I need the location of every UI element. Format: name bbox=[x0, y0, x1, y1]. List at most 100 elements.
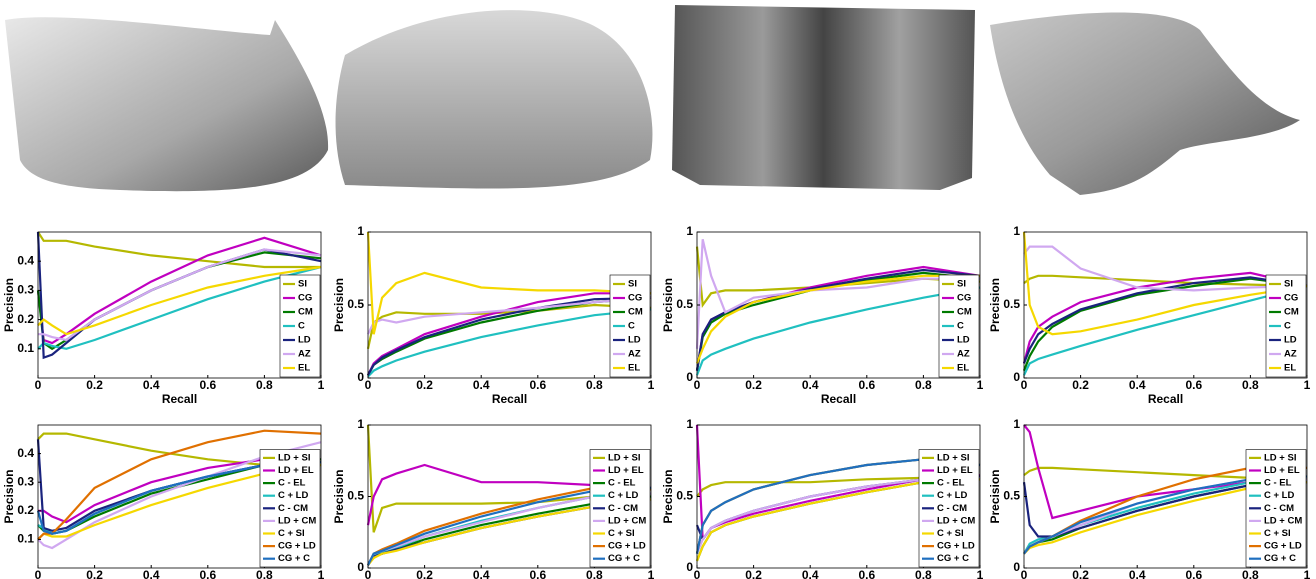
y-tick-label: 0.3 bbox=[17, 283, 34, 297]
x-tick-label: 0.2 bbox=[745, 568, 762, 579]
x-tick-label: 0.4 bbox=[802, 568, 819, 579]
x-tick-label: 1 bbox=[318, 378, 325, 392]
x-tick-label: 0.2 bbox=[416, 378, 433, 392]
y-axis-label: Precision bbox=[661, 469, 675, 523]
y-tick-label: 0.2 bbox=[17, 312, 34, 326]
legend-label: C + LD bbox=[608, 490, 638, 501]
x-tick-label: 1 bbox=[318, 568, 325, 579]
legend-label: EL bbox=[298, 363, 310, 374]
legend-label: C + SI bbox=[937, 528, 964, 539]
legend-label: C + LD bbox=[278, 490, 308, 501]
legend-label: LD + CM bbox=[278, 515, 316, 526]
legend-label: C - CM bbox=[608, 503, 638, 514]
x-tick-label: 0.2 bbox=[416, 568, 433, 579]
legend-label: SI bbox=[628, 279, 637, 290]
render-image-1 bbox=[5, 17, 328, 191]
y-tick-label: 0 bbox=[357, 370, 364, 384]
x-tick-label: 0.8 bbox=[1242, 568, 1259, 579]
y-tick-label: 1 bbox=[357, 417, 364, 431]
y-axis-label: Precision bbox=[2, 278, 16, 332]
y-tick-label: 0 bbox=[686, 560, 693, 574]
legend-label: LD bbox=[628, 335, 641, 346]
y-tick-label: 1 bbox=[1013, 224, 1020, 238]
y-tick-label: 0.2 bbox=[17, 503, 34, 517]
x-tick-label: 0.6 bbox=[858, 568, 875, 579]
x-tick-label: 0 bbox=[1021, 568, 1028, 579]
x-tick-label: 1 bbox=[1304, 378, 1311, 392]
y-tick-label: 1 bbox=[1013, 417, 1020, 431]
y-tick-label: 0.1 bbox=[17, 532, 34, 546]
legend-label: LD + CM bbox=[608, 515, 646, 526]
x-tick-label: 0.4 bbox=[143, 378, 160, 392]
x-tick-label: 0.2 bbox=[86, 568, 103, 579]
y-tick-label: 0.4 bbox=[17, 446, 34, 460]
render-image-3 bbox=[672, 5, 975, 190]
legend-label: LD + SI bbox=[608, 452, 640, 463]
x-tick-label: 0 bbox=[365, 568, 372, 579]
legend-label: C + SI bbox=[1264, 528, 1291, 539]
y-axis-label: Precision bbox=[661, 278, 675, 332]
legend-label: C bbox=[628, 321, 635, 332]
y-tick-label: 0.5 bbox=[347, 297, 364, 311]
x-tick-label: 1 bbox=[977, 378, 984, 392]
x-tick-label: 0.8 bbox=[586, 568, 603, 579]
legend-label: LD + EL bbox=[1264, 465, 1300, 476]
x-tick-label: 1 bbox=[648, 568, 655, 579]
legend-label: C - CM bbox=[278, 503, 308, 514]
legend-label: CG bbox=[628, 293, 642, 304]
x-tick-label: 0.8 bbox=[915, 378, 932, 392]
render-image-4 bbox=[990, 13, 1300, 196]
x-tick-label: 0.4 bbox=[473, 568, 490, 579]
x-tick-label: 0.2 bbox=[86, 378, 103, 392]
y-tick-label: 0.3 bbox=[17, 474, 34, 488]
x-axis-label: Recall bbox=[162, 392, 197, 406]
legend-label: C bbox=[1284, 321, 1291, 332]
y-tick-label: 0 bbox=[686, 370, 693, 384]
x-axis-label: Recall bbox=[492, 392, 527, 406]
x-tick-label: 0.6 bbox=[199, 378, 216, 392]
x-tick-label: 0.8 bbox=[1242, 378, 1259, 392]
y-tick-label: 0.1 bbox=[17, 341, 34, 355]
x-tick-label: 0 bbox=[694, 568, 701, 579]
y-tick-label: 1 bbox=[357, 224, 364, 238]
legend-label: CG bbox=[1284, 293, 1298, 304]
legend-label: AZ bbox=[628, 349, 641, 360]
x-tick-label: 0.2 bbox=[1072, 568, 1089, 579]
page: 00.20.40.60.810.10.20.30.4RecallPrecisio… bbox=[0, 0, 1316, 579]
legend-label: C - EL bbox=[608, 478, 636, 489]
x-tick-label: 0 bbox=[694, 378, 701, 392]
y-tick-label: 0 bbox=[357, 560, 364, 574]
legend-label: AZ bbox=[957, 349, 970, 360]
x-tick-label: 0.8 bbox=[256, 378, 273, 392]
x-tick-label: 0.6 bbox=[529, 568, 546, 579]
y-tick-label: 0.5 bbox=[676, 297, 693, 311]
plot-area bbox=[1024, 232, 1307, 378]
legend-label: C + LD bbox=[1264, 490, 1294, 501]
legend-label: SI bbox=[1284, 279, 1293, 290]
y-axis-label: Precision bbox=[332, 469, 346, 523]
legend-label: LD + EL bbox=[278, 465, 314, 476]
legend-label: CM bbox=[298, 307, 313, 318]
x-tick-label: 0.8 bbox=[586, 378, 603, 392]
x-tick-label: 0.4 bbox=[1129, 568, 1146, 579]
legend-label: SI bbox=[957, 279, 966, 290]
figure: 00.20.40.60.810.10.20.30.4RecallPrecisio… bbox=[0, 0, 1316, 579]
legend-label: CG + C bbox=[608, 553, 640, 564]
x-tick-label: 0.2 bbox=[745, 378, 762, 392]
legend-label: C - EL bbox=[278, 478, 306, 489]
legend-label: CG + C bbox=[937, 553, 969, 564]
x-tick-label: 0 bbox=[35, 568, 42, 579]
legend-label: LD + EL bbox=[608, 465, 644, 476]
legend-label: LD + CM bbox=[1264, 515, 1302, 526]
x-tick-label: 1 bbox=[977, 568, 984, 579]
y-tick-label: 0 bbox=[1013, 560, 1020, 574]
y-tick-label: 0.5 bbox=[1003, 489, 1020, 503]
x-tick-label: 0.4 bbox=[1129, 378, 1146, 392]
legend-label: CG + LD bbox=[608, 541, 646, 552]
legend-label: C - CM bbox=[1264, 503, 1294, 514]
legend-label: EL bbox=[1284, 363, 1296, 374]
legend-label: CM bbox=[957, 307, 972, 318]
